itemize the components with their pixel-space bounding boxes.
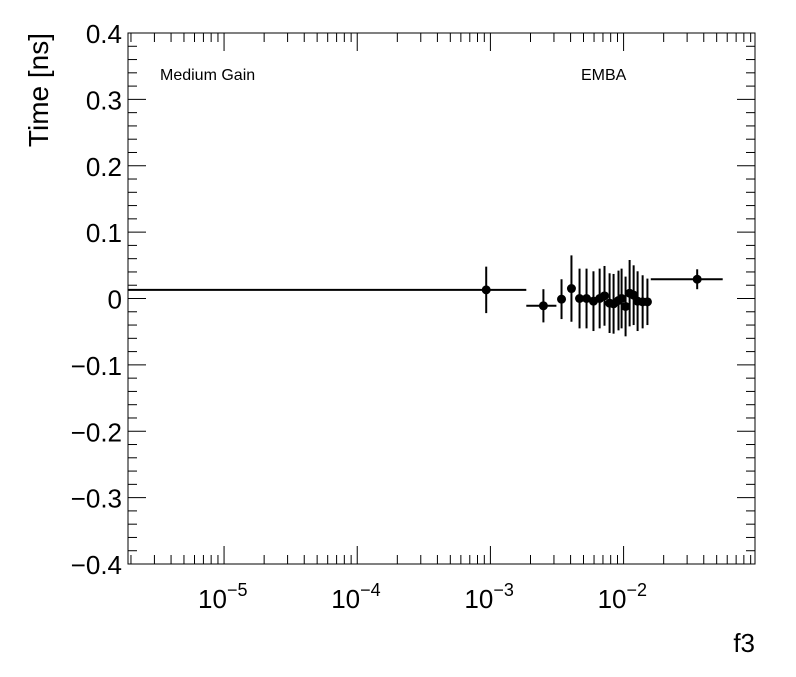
y-tick-label: 0.2 <box>86 152 122 182</box>
frame <box>127 32 756 565</box>
y-tick-label: 0.4 <box>86 19 122 49</box>
x-tick-base: 10 <box>198 584 227 614</box>
x-axis-label: f3 <box>733 628 755 658</box>
point <box>621 301 631 311</box>
x-tick-base: 10 <box>331 584 360 614</box>
x-tick-label: 10−5 <box>198 580 247 614</box>
point <box>481 285 491 295</box>
point <box>642 297 652 307</box>
point <box>557 294 567 304</box>
y-axis-label: Time [ns] <box>23 33 54 147</box>
x-tick-label: 10−3 <box>464 580 513 614</box>
point <box>600 291 610 301</box>
y-tick-label: 0.1 <box>86 218 122 248</box>
y-tick-label: −0.2 <box>71 417 122 447</box>
x-tick-label: 10−4 <box>331 580 380 614</box>
point <box>566 284 576 294</box>
x-tick-exponent: −4 <box>360 580 381 600</box>
x-tick-base: 10 <box>598 584 627 614</box>
y-tick-label: −0.3 <box>71 484 122 514</box>
x-tick-exponent: −5 <box>227 580 248 600</box>
annotation: EMBA <box>581 67 627 84</box>
x-tick-base: 10 <box>464 584 493 614</box>
point <box>538 301 548 311</box>
annotation: Medium Gain <box>160 67 255 84</box>
point <box>575 294 585 303</box>
point <box>617 294 627 303</box>
y-tick-label: −0.1 <box>71 351 122 381</box>
x-tick-exponent: −3 <box>493 580 514 600</box>
y-tick-label: 0.3 <box>86 85 122 115</box>
x-tick-exponent: −2 <box>627 580 648 600</box>
point <box>582 294 592 303</box>
x-tick-label: 10−2 <box>598 580 647 614</box>
y-tick-label: 0 <box>108 285 122 315</box>
y-tick-label: −0.4 <box>71 550 122 580</box>
point <box>692 274 702 284</box>
